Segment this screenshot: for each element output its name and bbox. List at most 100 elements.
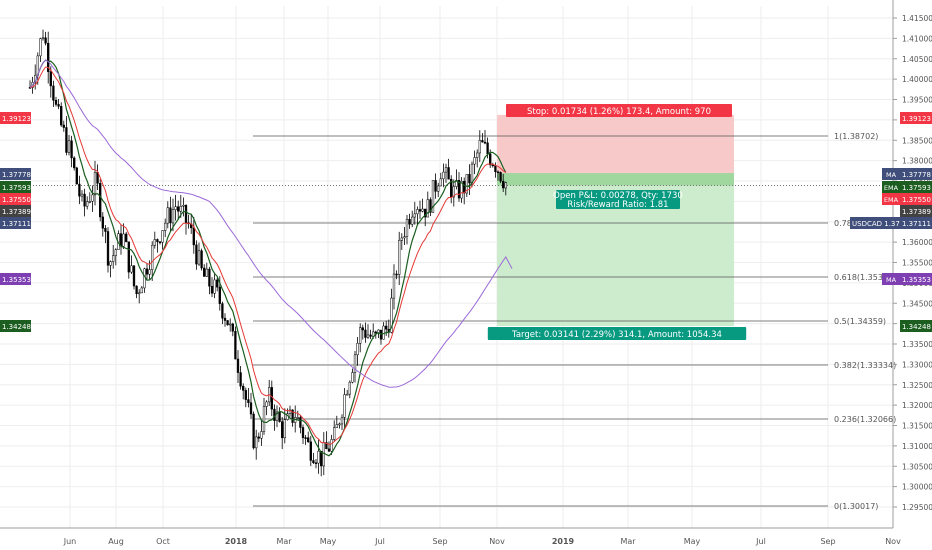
left-price-tag-bg: [0, 320, 31, 332]
candle-body: [502, 180, 505, 189]
candle-body: [489, 153, 492, 166]
candle-body: [437, 185, 440, 192]
candle-body: [205, 268, 208, 277]
candle-body: [400, 237, 403, 241]
target-label-bg: [487, 327, 747, 340]
candle-body: [158, 241, 162, 244]
candle-body: [252, 413, 255, 449]
candle-body: [145, 268, 149, 275]
candle-body: [369, 334, 372, 337]
candle-body: [411, 216, 414, 225]
price-tick-label: 1.33500: [902, 340, 932, 349]
candle-body: [416, 209, 419, 215]
right-indicator-prefix-bg: [882, 168, 900, 180]
candle-body: [218, 286, 221, 304]
candle-body: [234, 331, 237, 360]
time-tick-label: Jul: [374, 537, 385, 546]
left-price-tag: 1.37550: [2, 196, 31, 204]
price-tick-label: 1.38500: [902, 136, 932, 145]
risk-reward-label: Risk/Reward Ratio: 1.81: [567, 200, 668, 210]
time-tick-label: Jul: [755, 537, 766, 546]
fib-level-label: 0.236(1.32066): [834, 415, 896, 424]
candle-body: [457, 180, 461, 199]
candle-body: [203, 267, 206, 277]
candle-body: [442, 171, 445, 180]
candle-body: [299, 417, 302, 428]
left-price-tag-bg: [0, 193, 31, 205]
candle-body: [255, 436, 258, 449]
candle-body: [47, 42, 50, 72]
candlestick-series: [28, 29, 507, 477]
left-price-tag-bg: [0, 217, 31, 229]
candle-body: [265, 401, 268, 407]
candle-body: [382, 325, 385, 340]
right-indicator-prefix-bg: [882, 273, 900, 285]
right-price-tag-bg: [900, 193, 932, 205]
candle-body: [351, 372, 354, 383]
candle-body: [359, 327, 362, 344]
candle-body: [434, 180, 437, 192]
candle-body: [174, 206, 177, 210]
candle-body: [504, 182, 507, 189]
left-price-tag: 1.37778: [2, 171, 31, 179]
left-price-tag: 1.35353: [2, 276, 31, 284]
candle-body: [135, 285, 138, 294]
candle-body: [143, 268, 146, 289]
candle-body: [244, 390, 247, 400]
candle-body: [340, 417, 344, 425]
candle-body: [210, 285, 214, 294]
candle-body: [426, 199, 429, 218]
candle-body: [262, 406, 266, 432]
candle-body: [281, 421, 284, 439]
candle-body: [468, 174, 471, 184]
candle-body: [75, 167, 78, 185]
right-indicator-prefix-bg: [882, 193, 900, 205]
open-pnl-label: Open P&L: 0.00278, Qty: 1730: [553, 191, 683, 201]
candle-body: [314, 462, 318, 465]
candle-body: [395, 273, 398, 276]
candle-body: [283, 419, 286, 439]
price-tick-label: 1.31500: [902, 422, 932, 431]
target-label: Target: 0.03141 (2.29%) 314.1, Amount: 1…: [511, 330, 722, 340]
candle-body: [431, 180, 435, 213]
candle-body: [478, 140, 481, 154]
time-tick-label: May: [684, 537, 701, 546]
time-tick-label: 2018: [225, 537, 248, 546]
candle-body: [179, 205, 182, 212]
candle-body: [60, 106, 63, 126]
price-tick-label: 1.39500: [902, 96, 932, 105]
candle-body: [429, 199, 432, 213]
fib-level-label: 0.382(1.33334): [834, 361, 896, 370]
fib-level-label: 1(1.38702): [834, 132, 878, 141]
time-tick-label: Aug: [108, 537, 124, 546]
candle-body: [288, 409, 292, 414]
right-indicator-prefix: MA: [886, 171, 897, 179]
ma-slow-line: [29, 59, 513, 388]
candle-body: [413, 213, 416, 218]
candle-body: [184, 204, 188, 223]
candle-body: [78, 183, 81, 197]
candle-body: [353, 354, 357, 373]
candle-body: [127, 241, 130, 273]
time-axis[interactable]: Jun Aug Oct 2018 Mar May Jul Sep Nov 2019 Mar May Ju…: [0, 527, 901, 546]
candle-body: [278, 411, 281, 422]
grid-lines: [0, 6, 894, 528]
left-price-tag: 1.37389: [2, 208, 31, 216]
fib-level-label: 0.5(1.34359): [834, 317, 886, 326]
candle-body: [57, 104, 60, 107]
indicator-lines: [29, 59, 513, 457]
candle-body: [182, 204, 185, 207]
candle-body: [177, 206, 180, 212]
price-tick-label: 1.32000: [902, 401, 932, 410]
candle-body: [104, 228, 107, 232]
candle-body: [109, 261, 112, 266]
right-price-tag: 1.39123: [902, 115, 931, 123]
candle-body: [106, 231, 110, 266]
candle-body: [119, 233, 123, 247]
stop-label-bg: [506, 104, 732, 117]
candle-body: [208, 268, 211, 287]
price-tick-label: 1.41000: [902, 34, 932, 43]
ema-slow-line: [29, 66, 507, 446]
